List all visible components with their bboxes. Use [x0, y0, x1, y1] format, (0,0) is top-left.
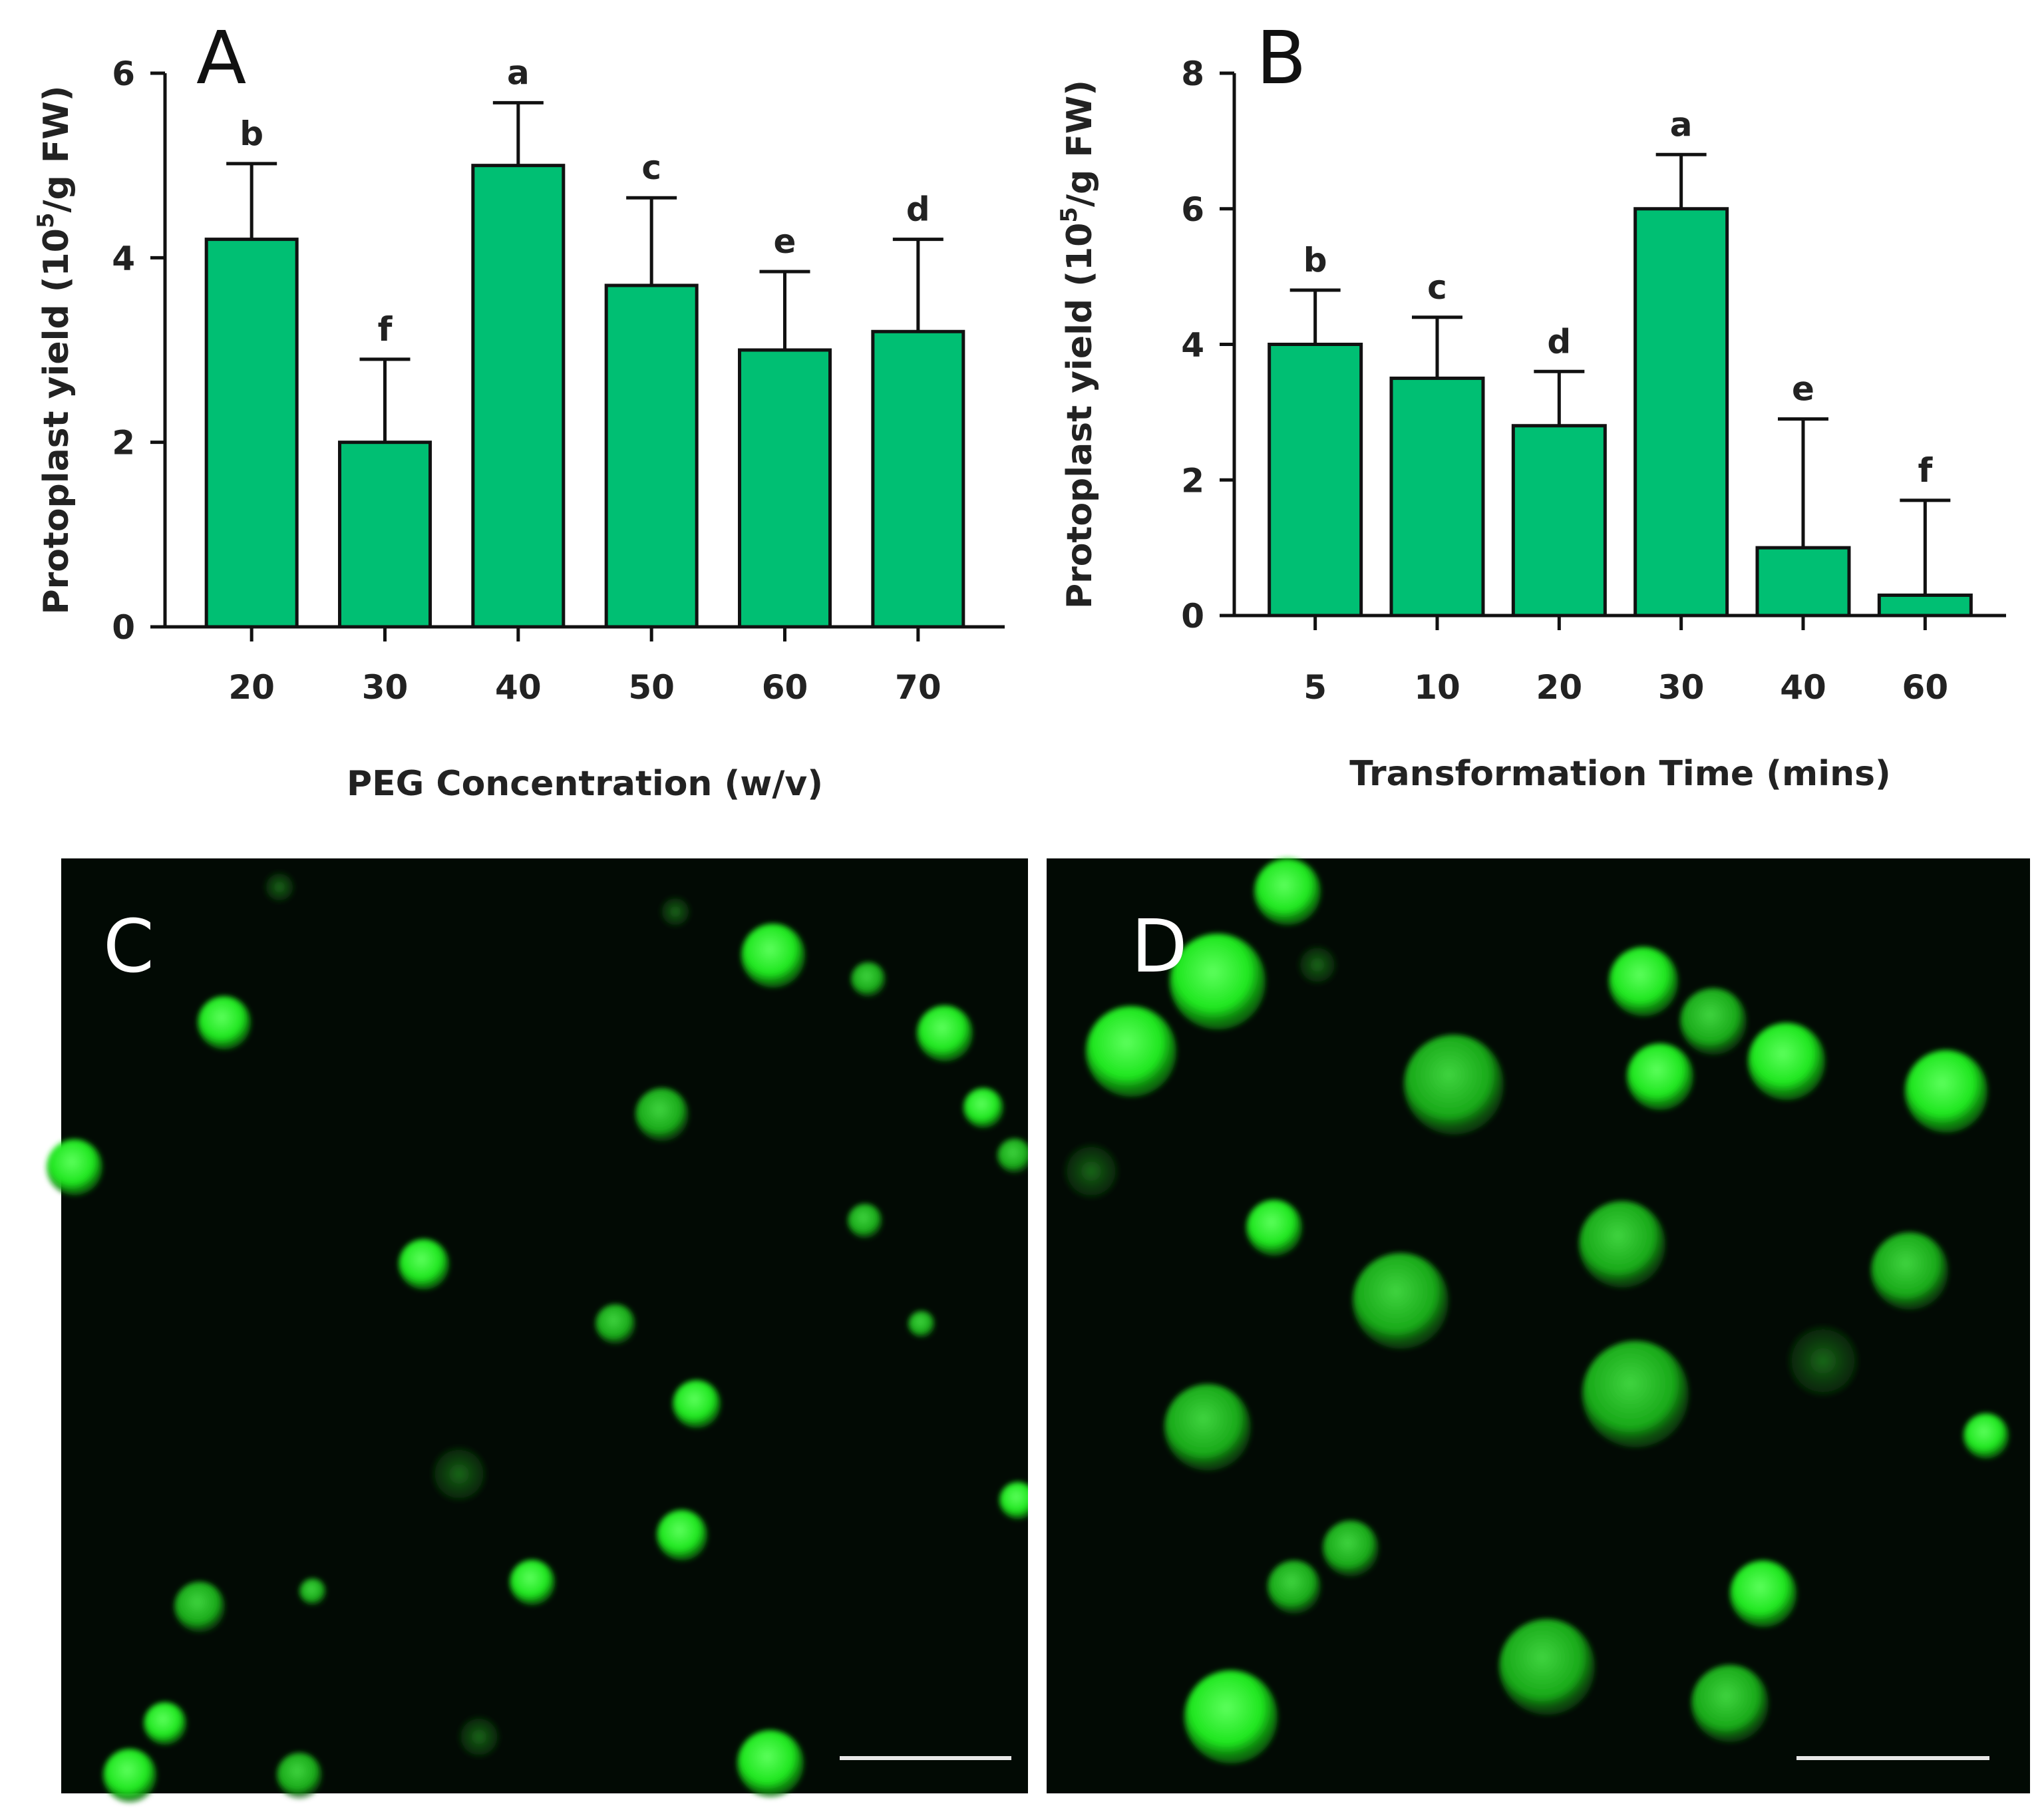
- panel-letter-b: B: [1256, 15, 1306, 100]
- bar-10: [1389, 376, 1485, 618]
- micrograph-c-background: [61, 858, 1028, 1793]
- significance-label-60: f: [1918, 451, 1933, 490]
- y-axis-title-prefix: Protoplast yield (10: [37, 228, 77, 614]
- y-tick-label-6: 6: [1181, 190, 1204, 229]
- bar-20: [204, 238, 299, 629]
- x-tick-label-60: 60: [1902, 668, 1949, 707]
- x-axis-title: Transformation Time (mins): [1349, 754, 1891, 794]
- x-tick-label-30: 30: [1658, 668, 1705, 707]
- significance-label-20: b: [240, 114, 263, 153]
- bar-30: [1633, 207, 1729, 618]
- significance-label-50: c: [641, 148, 661, 187]
- significance-label-70: d: [906, 190, 930, 229]
- y-tick-label-4: 4: [112, 239, 135, 277]
- bar-70: [871, 329, 965, 629]
- significance-label-40: e: [1792, 370, 1814, 409]
- micrograph-c-cells: [47, 872, 1037, 1802]
- bar-5: [1268, 343, 1363, 618]
- y-tick-label-4: 4: [1181, 326, 1204, 365]
- chart-panel-a: A b 20 f 30 a 40 c 50 e 60 d 70 0 2 4 6 PEG Concentratio…: [33, 15, 1005, 804]
- x-tick-label-5: 5: [1303, 668, 1327, 707]
- y-axis-title-prefix: Protoplast yield (10: [1060, 223, 1100, 609]
- bar-20: [1511, 424, 1607, 618]
- panel-letter-d: D: [1131, 904, 1188, 989]
- chart-panel-b: B b 5 c 10 d 20 a 30 e 40 f 60 0 2 4 6 8 Transformation T…: [1056, 15, 2006, 794]
- x-axis-title: PEG Concentration (w/v): [347, 764, 823, 804]
- x-tick-label-70: 70: [895, 668, 941, 707]
- y-axis-title-superscript: 5: [33, 212, 59, 228]
- bar-30: [338, 441, 432, 629]
- significance-label-60: e: [774, 222, 796, 261]
- y-axis-title: Protoplast yield (105/g FW): [33, 85, 77, 614]
- bar-40: [1755, 546, 1851, 618]
- bar-50: [604, 283, 699, 629]
- y-tick-label-2: 2: [1181, 461, 1204, 500]
- x-tick-label-50: 50: [628, 668, 675, 707]
- y-axis-title-suffix: /g FW): [37, 85, 77, 212]
- significance-label-40: a: [507, 53, 530, 92]
- y-axis-title-suffix: /g FW): [1060, 80, 1100, 207]
- panel-letter-c: C: [103, 904, 154, 989]
- y-tick-label-0: 0: [112, 608, 135, 647]
- micrograph-panel-d: D: [1047, 858, 2030, 1793]
- y-tick-label-2: 2: [112, 424, 135, 462]
- y-tick-label-6: 6: [112, 55, 135, 93]
- micrograph-panel-c: C: [47, 858, 1037, 1802]
- bar-60: [738, 348, 832, 629]
- y-axis-title-superscript: 5: [1056, 207, 1083, 223]
- micrograph-divider: [1028, 858, 1047, 1793]
- x-tick-label-20: 20: [1536, 668, 1583, 707]
- micrograph-d-cells: [1065, 858, 2009, 1763]
- significance-label-30: a: [1670, 105, 1693, 144]
- x-tick-label-30: 30: [362, 668, 409, 707]
- significance-label-30: f: [378, 310, 393, 349]
- significance-label-10: c: [1427, 268, 1447, 307]
- bar-60: [1877, 593, 1973, 618]
- x-tick-label-20: 20: [228, 668, 275, 707]
- significance-label-20: d: [1547, 322, 1571, 361]
- y-tick-label-0: 0: [1181, 597, 1204, 635]
- bar-40: [471, 164, 566, 629]
- significance-label-5: b: [1303, 241, 1327, 279]
- panel-letter-a: A: [196, 15, 246, 100]
- x-tick-label-10: 10: [1414, 668, 1460, 707]
- y-axis-title: Protoplast yield (105/g FW): [1056, 80, 1100, 609]
- x-tick-label-40: 40: [1780, 668, 1826, 707]
- x-tick-label-60: 60: [762, 668, 808, 707]
- y-tick-label-8: 8: [1181, 55, 1204, 93]
- x-tick-label-40: 40: [495, 668, 542, 707]
